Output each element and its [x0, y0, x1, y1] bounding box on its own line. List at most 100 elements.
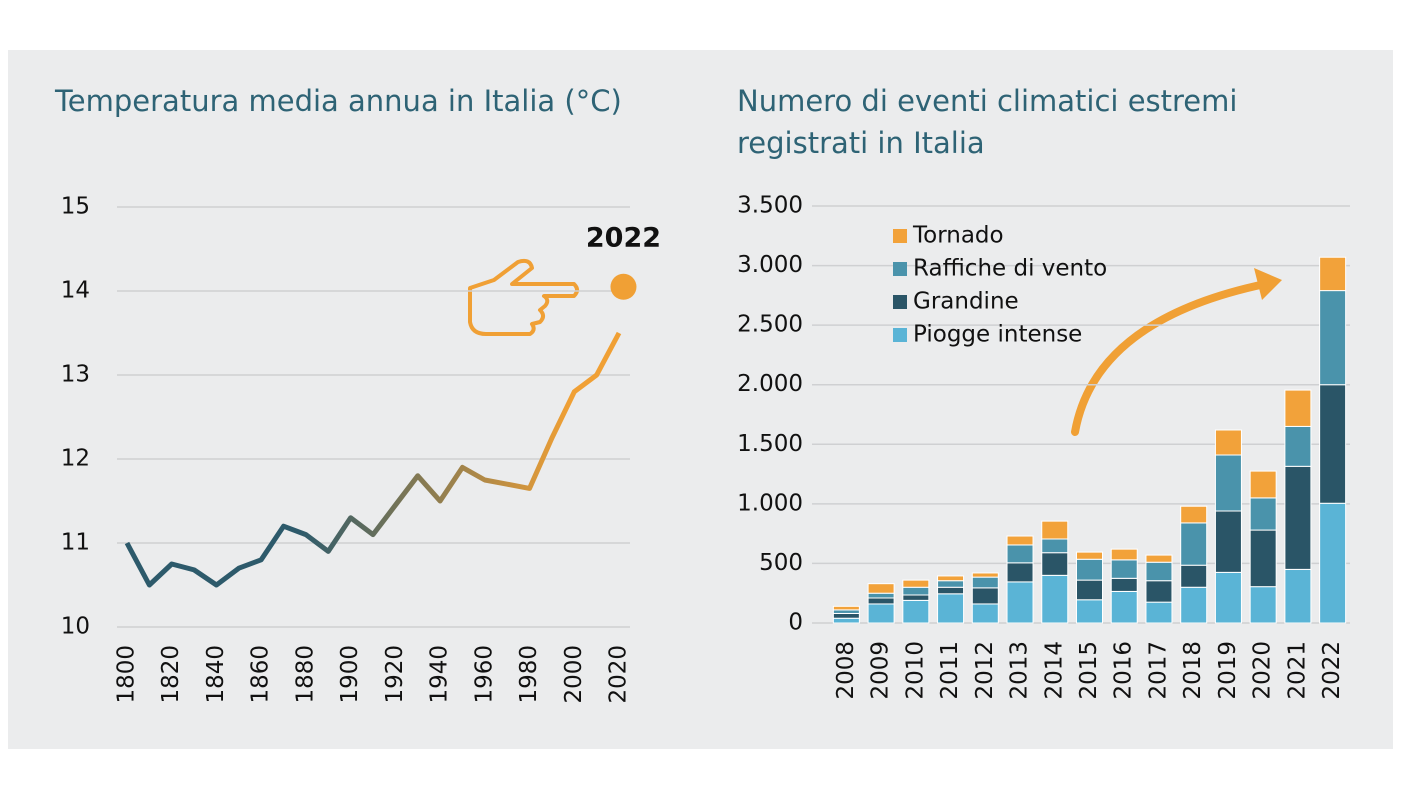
bar-segment [1145, 554, 1173, 563]
y-tick-label: 1.000 [737, 490, 803, 516]
y-tick-label: 1.500 [737, 431, 803, 457]
highlight-point [610, 273, 637, 300]
y-tick-label: 14 [61, 278, 90, 304]
x-tick-label: 1900 [337, 645, 363, 704]
x-tick-label: 2017 [1145, 641, 1171, 700]
bar-segment [1319, 256, 1347, 292]
y-tick-label: 15 [61, 194, 90, 220]
y-tick-label: 0 [788, 610, 803, 636]
bar-segment [1006, 535, 1034, 546]
x-tick-label: 2009 [868, 641, 894, 700]
bar-segment [971, 587, 999, 605]
bar-segment [1180, 522, 1208, 566]
x-tick-label: 2011 [937, 641, 963, 700]
bar-segment [832, 609, 860, 614]
bar-segment [867, 592, 895, 599]
bar-segment [1076, 551, 1103, 560]
highlight-label: 2022 [586, 222, 661, 253]
x-tick-label: 1820 [158, 645, 184, 704]
bar-segment [902, 599, 930, 624]
bar-segment [1319, 502, 1347, 624]
x-tick-label: 2008 [833, 641, 859, 700]
x-tick-label: 1940 [427, 645, 453, 704]
bar-segment [1284, 389, 1312, 427]
x-tick-label: 2014 [1041, 641, 1067, 700]
bar-segment [1041, 574, 1069, 624]
x-tick-label: 1840 [203, 645, 229, 704]
bar-segment [937, 586, 965, 595]
x-tick-label: 1920 [382, 645, 408, 704]
bar-segment [1145, 601, 1173, 624]
bar-segment [1180, 586, 1208, 624]
y-tick-label: 10 [61, 614, 90, 640]
legend-label: Tornado [912, 223, 1004, 249]
legend-swatch [893, 295, 907, 309]
bar-segment [1110, 559, 1138, 579]
x-tick-label: 2015 [1076, 641, 1102, 700]
panel [8, 50, 1393, 749]
legend-label: Piogge intense [913, 322, 1082, 348]
x-tick-label: 2018 [1180, 641, 1206, 700]
bar-segment [832, 612, 860, 619]
bar-segment [1249, 586, 1277, 624]
bar-segment [1214, 454, 1242, 512]
y-tick-label: 13 [61, 362, 90, 388]
bar-segment [937, 593, 965, 624]
x-tick-label: 2000 [561, 645, 587, 704]
bar-segment [1041, 520, 1069, 540]
x-tick-label: 1980 [516, 645, 542, 704]
x-tick-label: 1860 [248, 645, 274, 704]
x-tick-label: 2019 [1215, 641, 1241, 700]
hand-icon [468, 258, 579, 336]
bar-segment [1249, 497, 1277, 531]
chart-title: Numero di eventi climatici estremi regis… [737, 84, 1238, 160]
bar-segment [937, 580, 965, 588]
bar-segment [902, 586, 930, 596]
bar-segment [1145, 580, 1173, 603]
bar-segment [902, 594, 930, 601]
bar-segment [1180, 505, 1208, 524]
bar-segment [1214, 429, 1242, 456]
x-tick-label: 2012 [972, 641, 998, 700]
bar-segment [1319, 290, 1347, 386]
bar-segment [1076, 579, 1103, 601]
bar-segment [1284, 465, 1312, 570]
bar-segment [1214, 510, 1242, 573]
chart-title: Temperatura media annua in Italia (°C) [55, 84, 622, 118]
bar-segment [1076, 599, 1103, 624]
y-tick-label: 12 [61, 446, 90, 472]
bar-segment [1076, 558, 1103, 581]
legend-swatch [893, 328, 907, 342]
legend-label: Raffiche di vento [913, 256, 1107, 282]
bar-segment [1110, 577, 1138, 592]
x-tick-label: 1880 [292, 645, 318, 704]
bar-segment [1110, 548, 1138, 561]
y-tick-label: 500 [759, 550, 803, 576]
x-tick-label: 2013 [1007, 641, 1033, 700]
y-tick-label: 3.000 [737, 252, 803, 278]
bar-segment [1319, 384, 1347, 504]
bar-segment [867, 597, 895, 605]
bar-segment [971, 603, 999, 624]
bar-segment [1214, 571, 1242, 624]
bar-segment [937, 575, 965, 582]
bar-segment [902, 579, 930, 588]
x-tick-label: 1800 [114, 645, 140, 704]
x-tick-label: 2020 [606, 645, 632, 704]
trend-arrow [1071, 268, 1282, 436]
bar-segment [832, 605, 860, 611]
x-tick-label: 2010 [902, 641, 928, 700]
x-tick-label: 2021 [1284, 641, 1310, 700]
bar-segment [1249, 470, 1277, 499]
y-tick-label: 3.500 [737, 193, 803, 219]
y-tick-label: 11 [61, 530, 90, 556]
bar-segment [971, 576, 999, 589]
bar-segment [1180, 564, 1208, 588]
bar-segment [1006, 544, 1034, 564]
bar-segment [1284, 568, 1312, 624]
bar-segment [1249, 529, 1277, 588]
legend-label: Grandine [913, 289, 1019, 315]
bar-segment [867, 583, 895, 594]
x-tick-label: 1960 [471, 645, 497, 704]
